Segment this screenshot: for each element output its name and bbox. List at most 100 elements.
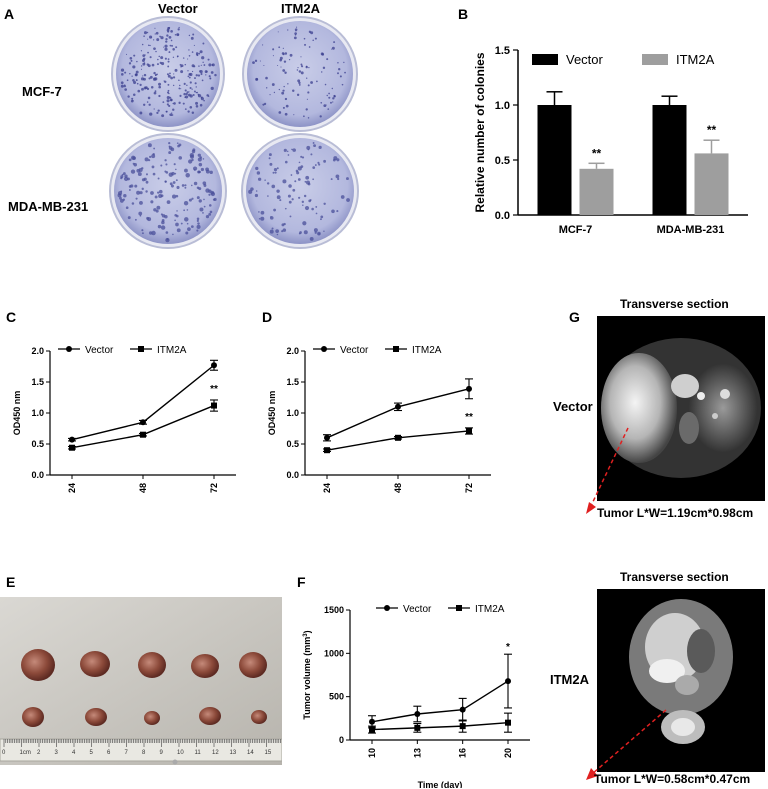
- arrow-vector: [586, 427, 629, 514]
- y-tick-label: 0: [339, 735, 344, 745]
- data-point: [395, 403, 401, 410]
- data-point: [69, 444, 75, 451]
- significance-mark: **: [210, 384, 218, 395]
- ruler-number: 7: [125, 750, 129, 756]
- chart-d-od450: 0.00.51.01.52.0244872Time (h)OD450 nm**V…: [267, 345, 491, 493]
- data-point: [414, 724, 421, 731]
- significance-mark: *: [506, 642, 510, 653]
- row-label-mcf7: MCF-7: [22, 84, 62, 99]
- ruler-number: 12: [212, 750, 219, 756]
- bar: [694, 153, 729, 215]
- ruler-number: 10: [177, 750, 184, 756]
- panel-label-f: F: [297, 574, 306, 590]
- col-label-itm2a: ITM2A: [281, 1, 320, 16]
- legend-label: ITM2A: [157, 345, 187, 356]
- legend-marker: [66, 346, 72, 352]
- x-tick-label: 16: [458, 748, 468, 758]
- y-tick-label: 1.0: [286, 408, 299, 418]
- colony-plates-image: [109, 16, 359, 249]
- legend-label: Vector: [85, 345, 114, 356]
- y-axis-label: OD450 nm: [12, 391, 22, 436]
- y-tick-label: 0.0: [31, 470, 44, 480]
- panel-label-g: G: [569, 309, 580, 325]
- series-line: [326, 388, 470, 439]
- g-row-vector: Vector: [553, 399, 593, 414]
- significance-mark: **: [707, 123, 717, 137]
- data-point: [505, 719, 511, 726]
- col-label-vector: Vector: [158, 1, 198, 16]
- legend-label: ITM2A: [676, 52, 715, 67]
- legend-swatch: [642, 54, 668, 65]
- y-tick-label: 1.5: [286, 377, 299, 387]
- x-tick-label: 72: [209, 483, 219, 493]
- legend-label: Vector: [566, 52, 604, 67]
- bar: [579, 168, 614, 215]
- y-tick-label: 0.0: [495, 210, 510, 222]
- data-point: [466, 385, 472, 392]
- ruler-number: 3: [55, 750, 59, 756]
- ruler-number: 15: [265, 750, 272, 756]
- y-tick-label: 1.0: [495, 100, 510, 112]
- data-point: [140, 419, 146, 426]
- data-point: [459, 706, 466, 713]
- g-title-bottom: Transverse section: [620, 570, 729, 584]
- ruler-number: 2: [37, 750, 41, 756]
- ruler-number: 11: [195, 750, 202, 756]
- g-caption-top: Tumor L*W=1.19cm*0.98cm: [597, 506, 754, 520]
- legend-marker: [138, 346, 144, 352]
- panel-label-a: A: [4, 6, 15, 22]
- data-point: [140, 431, 146, 438]
- y-tick-label: 1000: [324, 648, 344, 658]
- g-row-itm2a: ITM2A: [550, 672, 589, 687]
- data-point: [395, 434, 401, 441]
- bar: [537, 105, 572, 215]
- plate-mda-vector: [109, 133, 227, 249]
- panel-label-b: B: [458, 6, 469, 22]
- panel-label-e: E: [6, 574, 16, 590]
- chart-c-od450: 0.00.51.01.52.0244872Time (h)OD450 nm**V…: [12, 345, 236, 493]
- plate-mcf7-itm2a: [242, 16, 358, 132]
- x-tick-label: 72: [464, 483, 474, 493]
- legend-marker: [456, 605, 462, 611]
- data-point: [414, 711, 421, 717]
- mri-vector-image: [597, 316, 765, 501]
- data-point: [369, 726, 375, 733]
- legend-marker: [384, 605, 390, 611]
- ruler-number: 8: [142, 750, 146, 756]
- series-line: [71, 364, 215, 441]
- ruler-number: 0: [2, 750, 6, 756]
- x-category-label: MDA-MB-231: [657, 224, 725, 236]
- y-tick-label: 0.0: [286, 470, 299, 480]
- panel-label-d: D: [262, 309, 273, 325]
- y-tick-label: 1.5: [495, 45, 510, 57]
- g-caption-bottom: Tumor L*W=0.58cm*0.47cm: [594, 772, 751, 786]
- data-point: [505, 678, 511, 685]
- data-point: [369, 718, 375, 725]
- legend-label: Vector: [403, 604, 432, 615]
- ruler-number: 9: [160, 750, 164, 756]
- y-tick-label: 0.5: [286, 439, 299, 449]
- data-point: [324, 447, 330, 454]
- legend-marker: [321, 346, 327, 352]
- legend-swatch: [532, 54, 558, 65]
- data-point: [211, 402, 217, 409]
- data-point: [69, 436, 75, 443]
- legend-label: ITM2A: [412, 345, 442, 356]
- legend-label: Vector: [340, 345, 369, 356]
- chart-b-relative-colonies: 0.0 0.5 1.0 1.5 Relative number of colonies M…: [473, 45, 748, 236]
- plate-mda-itm2a: [241, 133, 359, 249]
- y-tick-label: 0.5: [495, 155, 510, 167]
- tumors-row-itm2a: [22, 707, 267, 727]
- tumor-photo-image: 0 1cm 2 3 4 5 6 7 8 9 10 11 12 13 14 15: [0, 597, 282, 765]
- x-tick-label: 48: [393, 483, 403, 493]
- ruler-number: 5: [90, 750, 94, 756]
- ruler: 0 1cm 2 3 4 5 6 7 8 9 10 11 12 13 14 15: [0, 738, 282, 765]
- x-tick-label: 24: [67, 483, 77, 493]
- x-tick-label: 24: [322, 483, 332, 493]
- g-title-top: Transverse section: [620, 297, 729, 311]
- significance-mark: **: [592, 146, 602, 160]
- data-point: [459, 723, 466, 730]
- mri-itm2a-image: [597, 589, 765, 772]
- ruler-number: 1cm: [20, 750, 31, 756]
- data-point: [324, 434, 330, 441]
